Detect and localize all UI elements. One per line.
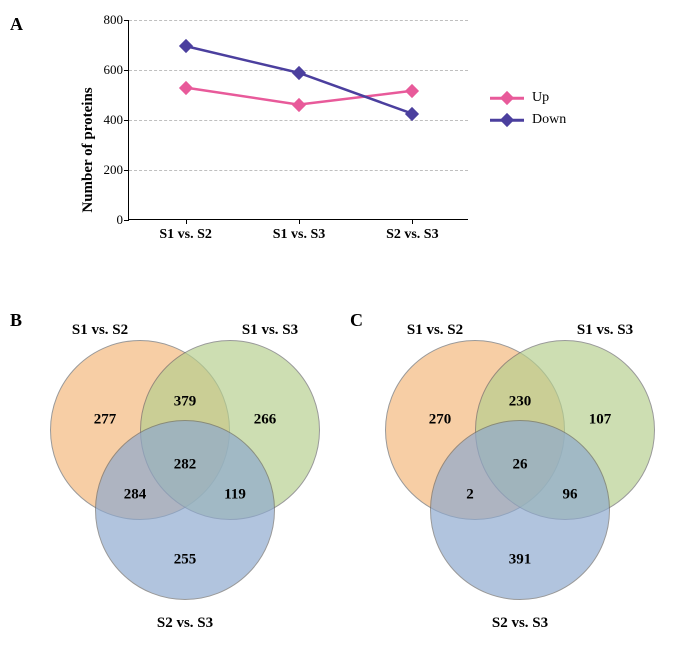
line-chart: Number of proteins 0200400600800S1 vs. S… [80,20,645,280]
ytick-label: 0 [117,212,130,228]
venn-set-label: S1 vs. S3 [577,322,633,339]
venn-region-AB: 230 [509,394,532,411]
legend-swatch [490,92,524,104]
y-axis-label: Number of proteins [80,87,97,212]
ytick-label: 400 [104,112,130,128]
marker-up [179,81,193,95]
panel-b-label: B [10,310,22,331]
venn-diagram-b: S1 vs. S2 S1 vs. S3 S2 vs. S3 277 266 255 379 2… [30,310,330,630]
panel-c-label: C [350,310,363,331]
legend: Up Down [490,90,566,134]
marker-up [292,98,306,112]
venn-region-ABC: 26 [513,457,528,474]
gridline [129,20,468,21]
xtick-label: S1 vs. S3 [273,219,326,243]
venn-set-label: S2 vs. S3 [157,615,213,632]
gridline [129,120,468,121]
venn-region-onlyB: 266 [254,412,277,429]
venn-region-onlyA: 277 [94,412,117,429]
venn-region-ABC: 282 [174,457,197,474]
venn-set-label: S1 vs. S2 [72,322,128,339]
marker-up [405,84,419,98]
venn-region-onlyC: 255 [174,552,197,569]
venn-diagram-c: S1 vs. S2 S1 vs. S3 S2 vs. S3 270 107 391 230 2… [365,310,665,630]
gridline [129,170,468,171]
marker-down [179,39,193,53]
venn-region-BC: 119 [224,487,246,504]
marker-down [292,66,306,80]
xtick-label: S2 vs. S3 [386,219,439,243]
legend-item-down: Down [490,112,566,128]
ytick-label: 200 [104,162,130,178]
legend-swatch [490,114,524,126]
venn-region-onlyA: 270 [429,412,452,429]
venn-region-BC: 96 [563,487,578,504]
venn-set-label: S1 vs. S2 [407,322,463,339]
legend-label: Up [532,90,549,106]
panel-a-label: A [10,14,23,35]
venn-set-label: S1 vs. S3 [242,322,298,339]
venn-region-onlyB: 107 [589,412,612,429]
plot-area: 0200400600800S1 vs. S2S1 vs. S3S2 vs. S3 [128,20,468,220]
xtick-label: S1 vs. S2 [159,219,212,243]
ytick-label: 600 [104,62,130,78]
venn-region-onlyC: 391 [509,552,532,569]
venn-region-AC: 284 [124,487,147,504]
figure: A Number of proteins 0200400600800S1 vs.… [10,10,675,654]
venn-set-label: S2 vs. S3 [492,615,548,632]
ytick-label: 800 [104,12,130,28]
venn-circle-2 [95,420,275,600]
legend-label: Down [532,112,566,128]
venn-region-AB: 379 [174,394,197,411]
venn-circle-2 [430,420,610,600]
venn-region-AC: 2 [466,487,474,504]
legend-item-up: Up [490,90,566,106]
marker-down [405,107,419,121]
